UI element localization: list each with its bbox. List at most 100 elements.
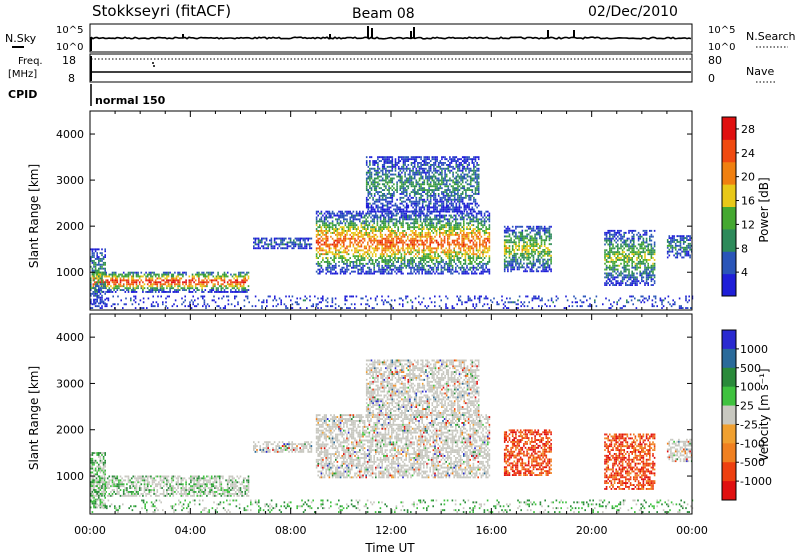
echo-cell — [371, 239, 374, 242]
echo-cell — [294, 237, 297, 240]
echo-cell — [410, 210, 413, 213]
echo-cell — [347, 253, 350, 256]
echo-cell — [101, 287, 103, 289]
echo-cell — [402, 210, 405, 213]
echo-cell — [439, 208, 442, 211]
echo-cell — [413, 175, 416, 178]
echo-cell — [529, 241, 532, 244]
echo-cell — [325, 222, 327, 225]
echo-cell — [381, 237, 383, 240]
echo-cell — [434, 196, 437, 199]
echo-cell — [548, 239, 551, 242]
echo-cell — [404, 183, 406, 186]
echo-cell — [449, 156, 451, 159]
echo-cell — [420, 164, 422, 166]
echo-cell — [524, 247, 527, 249]
echo-cell — [387, 261, 390, 263]
echo-cell — [415, 253, 417, 256]
echo-cell — [207, 273, 210, 276]
echo-cell — [305, 243, 308, 246]
echo-cell — [233, 273, 235, 276]
echo-cell — [420, 165, 422, 168]
echo-cell — [376, 230, 379, 232]
echo-cell — [124, 279, 127, 282]
echo-cell — [230, 281, 232, 284]
echo-cell — [386, 210, 389, 213]
echo-cell — [418, 266, 420, 269]
echo-cell — [467, 253, 470, 256]
echo-cell — [412, 165, 414, 168]
echo-cell — [175, 277, 178, 280]
echo-cell — [420, 167, 422, 170]
echo-cell — [443, 262, 446, 265]
echo-cell — [437, 183, 440, 186]
echo-cell — [341, 222, 343, 225]
echo-cell — [471, 160, 474, 162]
echo-cell — [404, 191, 406, 193]
echo-cell — [188, 289, 191, 291]
echo-cell — [464, 255, 467, 258]
echo-cell — [542, 227, 544, 230]
echo-cell — [434, 247, 436, 250]
echo-cell — [365, 224, 367, 227]
echo-cell — [518, 268, 520, 271]
echo-cell — [421, 181, 424, 184]
echo-cell — [91, 256, 94, 258]
echo-cell — [387, 222, 390, 225]
echo-cell — [550, 235, 552, 238]
echo-cell — [386, 259, 388, 261]
echo-cell — [403, 212, 406, 215]
echo-cell — [377, 185, 379, 188]
echo-cell — [445, 233, 447, 236]
echo-cell — [421, 243, 423, 246]
echo-cell — [423, 251, 425, 254]
echo-cell — [352, 218, 355, 221]
echo-cell — [427, 249, 430, 252]
echo-cell — [174, 285, 176, 288]
echo-cell — [515, 245, 517, 247]
echo-cell — [537, 231, 540, 234]
echo-cell — [423, 167, 426, 170]
echo-cell — [217, 291, 219, 293]
echo-cell — [397, 228, 399, 230]
echo-cell — [604, 282, 606, 285]
echo-cell — [426, 216, 428, 219]
echo-cell — [363, 228, 366, 230]
echo-cell — [373, 268, 375, 271]
echo-cell — [433, 169, 435, 172]
echo-cell — [349, 230, 351, 232]
echo-cell — [162, 271, 165, 274]
echo-cell — [445, 198, 448, 201]
echo-cell — [365, 220, 367, 223]
echo-cell — [413, 239, 415, 242]
echo-cell — [322, 230, 324, 232]
echo-cell — [376, 222, 379, 225]
echo-cell — [447, 189, 450, 191]
echo-cell — [362, 268, 364, 271]
echo-cell — [475, 268, 478, 271]
echo-cell — [527, 249, 530, 251]
echo-cell — [231, 285, 234, 288]
echo-cell — [474, 261, 476, 263]
echo-cell — [442, 245, 444, 248]
echo-cell — [98, 289, 100, 291]
echo-cell — [469, 158, 472, 161]
echo-cell — [375, 228, 377, 230]
echo-cell — [457, 169, 459, 172]
echo-cell — [349, 224, 351, 227]
echo-cell — [476, 193, 478, 195]
echo-cell — [387, 218, 390, 221]
echo-cell — [469, 167, 472, 170]
echo-cell — [431, 259, 433, 261]
echo-cell — [367, 189, 370, 191]
echo-cell — [535, 233, 538, 236]
echo-cell — [368, 253, 371, 256]
echo-cell — [135, 275, 138, 278]
echo-cell — [281, 239, 284, 242]
echo-cell — [437, 164, 440, 166]
echo-cell — [535, 268, 538, 271]
echo-cell — [480, 251, 483, 254]
echo-cell — [299, 237, 301, 240]
echo-cell — [196, 275, 199, 278]
echo-cell — [377, 175, 379, 178]
